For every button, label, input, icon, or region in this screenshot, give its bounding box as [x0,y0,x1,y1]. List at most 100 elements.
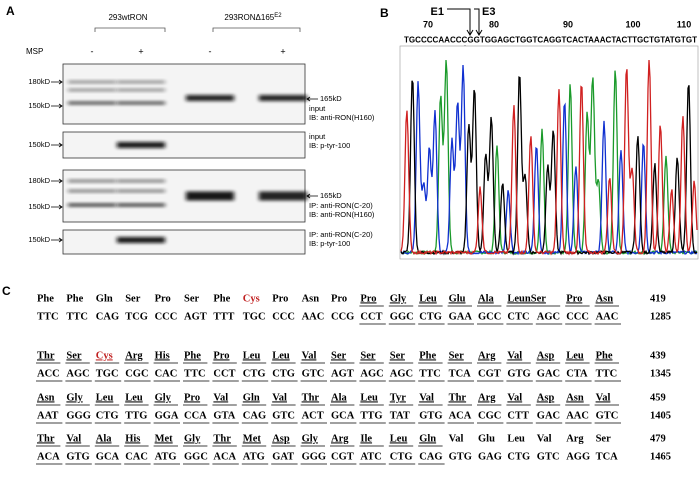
codon: CGC [125,368,148,379]
amino-acid: Pro [360,293,376,304]
amino-acid: Thr [37,350,55,361]
codon: ACA [213,451,236,462]
blot-label: input [309,104,326,113]
size-marker: 150kD [28,235,50,244]
codon: CTG [272,368,295,379]
amino-acid: Met [155,433,174,444]
blot-band [186,191,234,201]
nucleotide-number: 1285 [650,311,671,322]
amino-acid: His [125,433,140,444]
junction-marker [447,8,483,36]
amino-acid: Gly [155,392,172,403]
amino-acid: Ser [390,350,406,361]
amino-acid: Pro [184,392,200,403]
amino-acid: Asn [596,293,614,304]
blot-band [117,142,165,148]
codon: CTG [419,311,442,322]
codon: GAG [478,451,502,462]
blot-band [68,80,116,84]
position-number: 70 [423,19,433,29]
amino-acid: Phe [184,350,201,361]
size-marker: 150kD [28,140,50,149]
amino-acid: Val [507,392,522,403]
blot-frame [62,229,306,255]
lane-sign: + [280,46,285,56]
codon: ACT [302,410,324,421]
amino-acid: Leu [419,293,437,304]
amino-acid: Ser [125,293,141,304]
codon: CTG [390,451,413,462]
residue-number: 459 [650,392,666,403]
marker-arrow [306,96,318,102]
amino-acid: Val [507,350,522,361]
group-label: 293wtRON [108,13,147,22]
amino-acid: Asp [537,392,555,403]
codon: TCG [125,311,148,322]
marker-arrow [51,79,63,85]
residue-number: 439 [650,350,666,361]
codon: CCT [360,311,382,322]
amino-acid: Pro [272,293,288,304]
amino-acid: Cys [243,293,260,304]
codon: CTT [507,410,529,421]
amino-acid: Gln [96,293,113,304]
codon: TTC [596,368,618,379]
amino-acid: Leu [96,392,114,403]
bracket [94,27,166,32]
marker-arrow [51,142,63,148]
codon: TAT [390,410,410,421]
amino-acid: Leu [390,433,408,444]
codon: GAC [537,368,560,379]
amino-acid: Pro [155,293,171,304]
blot-band [259,191,307,201]
amino-acid: Leu [243,350,261,361]
amino-acid: Phe [419,350,436,361]
lane-sign: - [91,46,94,56]
codon: GTA [213,410,235,421]
size-marker: 180kD [28,77,50,86]
codon: TCA [596,451,619,462]
blot-label: input [309,132,326,141]
amino-acid: Val [272,392,287,403]
codon: ATC [360,451,381,462]
amino-acid: Arg [478,350,496,361]
codon: TTG [125,410,147,421]
blot-label: IB: anti-RON(H160) [309,210,375,219]
codon: GCA [96,451,120,462]
blot-band [68,203,116,207]
amino-acid: Arg [125,350,143,361]
amino-acid: Thr [37,433,55,444]
codon: CTG [507,451,530,462]
codon: AAC [596,311,619,322]
residue-number: 479 [650,433,666,444]
blot-label: IB: p-tyr-100 [309,239,350,248]
codon: GTC [596,410,619,421]
chromatogram-trace [400,59,698,256]
amino-acid: Asp [537,350,555,361]
codon: GCA [331,410,355,421]
blot-band [117,101,165,105]
amino-acid: Gly [302,433,319,444]
amino-acid: Leu [507,433,525,444]
lane-sign: - [209,46,212,56]
codon: AGC [360,368,383,379]
amino-acid: Ile [360,433,372,444]
lane-sign: + [138,46,143,56]
marker-arrow [51,204,63,210]
amino-acid: Thr [449,392,467,403]
amino-acid: Ala [96,433,113,444]
blot-label: IB: anti-RON(H160) [309,113,375,122]
codon: GCC [478,311,501,322]
nucleotide-number: 1465 [650,451,671,462]
blot-band [117,179,165,183]
amino-acid: Asp [272,433,290,444]
amino-acid: Ser [449,350,465,361]
codon: ACC [37,368,60,379]
panel-label: A [6,4,15,18]
amino-acid: Gly [184,433,201,444]
blot-band [117,237,165,243]
codon: CCA [184,410,207,421]
blot-band [259,95,307,101]
amino-acid: Glu [449,293,466,304]
